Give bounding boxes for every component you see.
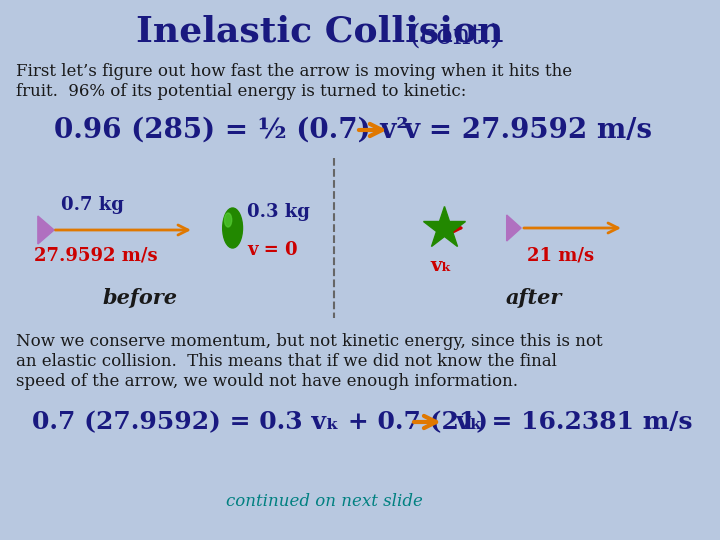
Text: after: after — [505, 288, 562, 308]
Polygon shape — [507, 215, 521, 241]
Text: Now we conserve momentum, but not kinetic energy, since this is not: Now we conserve momentum, but not kineti… — [17, 334, 603, 350]
Ellipse shape — [225, 213, 232, 227]
Text: 0.3 kg: 0.3 kg — [247, 203, 310, 221]
Text: vₖ: vₖ — [430, 257, 451, 275]
Text: vₖ = 16.2381 m/s: vₖ = 16.2381 m/s — [455, 410, 693, 434]
Text: fruit.  96% of its potential energy is turned to kinetic:: fruit. 96% of its potential energy is tu… — [17, 84, 467, 100]
Text: First let’s figure out how fast the arrow is moving when it hits the: First let’s figure out how fast the arro… — [17, 64, 572, 80]
Text: 21 m/s: 21 m/s — [527, 247, 594, 265]
Text: before: before — [102, 288, 177, 308]
Text: 0.7 (27.9592) = 0.3 vₖ + 0.7 (21): 0.7 (27.9592) = 0.3 vₖ + 0.7 (21) — [32, 410, 487, 434]
Text: 27.9592 m/s: 27.9592 m/s — [35, 247, 158, 265]
Text: an elastic collision.  This means that if we did not know the final: an elastic collision. This means that if… — [17, 354, 557, 370]
Text: v = 27.9592 m/s: v = 27.9592 m/s — [404, 117, 653, 144]
Text: Inelastic Collision: Inelastic Collision — [136, 15, 504, 49]
Text: 0.7 kg: 0.7 kg — [61, 196, 124, 214]
Polygon shape — [38, 216, 54, 244]
Text: speed of the arrow, we would not have enough information.: speed of the arrow, we would not have en… — [17, 374, 518, 390]
Text: v = 0: v = 0 — [247, 241, 297, 259]
Text: (cont.): (cont.) — [392, 23, 502, 50]
Ellipse shape — [222, 208, 243, 248]
Text: 0.96 (285) = ½ (0.7) v²: 0.96 (285) = ½ (0.7) v² — [54, 117, 408, 144]
Text: continued on next slide: continued on next slide — [226, 494, 423, 510]
